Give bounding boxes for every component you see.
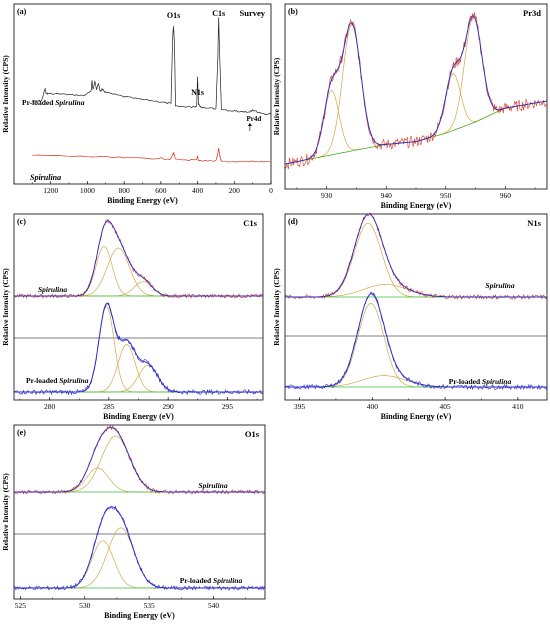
envelope-fit xyxy=(14,302,263,393)
plot-frame xyxy=(13,213,264,401)
envelope-fit xyxy=(284,15,548,165)
x-tick-label: 400 xyxy=(367,402,379,411)
panel-title: Survey xyxy=(240,8,266,18)
label-italic: Spirulina xyxy=(213,576,242,585)
panel-b: 930 940 950 960 (b) Pr3d Binding Energy (eV) Re… xyxy=(272,3,548,210)
peak-label: O1s xyxy=(167,11,180,20)
series-label-spirulina: Spirulina xyxy=(485,281,514,290)
x-tick-label: 405 xyxy=(439,402,451,411)
label-italic: Spirulina xyxy=(30,173,61,182)
arrow-head xyxy=(247,123,252,126)
panel-title: N1s xyxy=(527,218,541,228)
panel-letter: (a) xyxy=(17,7,27,16)
y-axis-label: Relative Intensity (CPS) xyxy=(272,268,281,346)
x-tick-label: 960 xyxy=(500,191,512,200)
survey-trace-spirulina xyxy=(32,148,272,163)
series-label-spirulina: Spirulina xyxy=(38,285,67,294)
panel-letter: (b) xyxy=(288,7,298,16)
label-italic: Spirulina xyxy=(482,377,511,386)
x-tick-label: 930 xyxy=(321,191,333,200)
x-tick-label: 1000 xyxy=(80,186,95,195)
x-tick-label: 800 xyxy=(119,186,131,195)
panel-title: O1s xyxy=(245,429,260,439)
x-tick-label: 290 xyxy=(163,402,175,411)
panel-letter: (e) xyxy=(17,428,26,437)
x-axis-label: Binding Energy (eV) xyxy=(381,201,452,210)
x-axis-label: Binding Energy (eV) xyxy=(104,611,175,620)
label-italic: Spirulina xyxy=(198,481,227,490)
label-plain: Pr-loaded xyxy=(449,377,482,386)
panel-e: 525 530 535 540 (e) O1s Binding Energy (eV) Rel… xyxy=(1,424,266,620)
panel-c: 280 285 290 295 (c) C1s Binding Energy (eV) Rel… xyxy=(1,213,264,421)
survey-trace-pr-loaded xyxy=(32,17,272,116)
x-tick-label: 600 xyxy=(155,186,167,195)
label-italic: Spirulina xyxy=(38,285,67,294)
x-tick-label: 395 xyxy=(294,402,306,411)
raw-data xyxy=(13,425,266,495)
y-axis-label: Relative Intensity (CPS) xyxy=(272,57,281,135)
x-tick-label: 1200 xyxy=(43,186,58,195)
series-label-spirulina: Spirulina xyxy=(198,481,227,490)
label-italic: Spirulina xyxy=(59,376,88,385)
component-peak xyxy=(284,24,548,165)
y-axis-label: Relative Intensity (CPS) xyxy=(1,268,10,346)
plot-frame xyxy=(284,3,548,190)
x-tick-label: 530 xyxy=(79,601,91,610)
y-axis-label: Relative Intensity (CPS) xyxy=(1,55,10,133)
envelope-fit xyxy=(14,220,263,297)
series-label-pr-loaded: Pr-loaded Spirulina xyxy=(22,98,85,107)
raw-data xyxy=(284,291,548,391)
x-tick-label: 0 xyxy=(269,186,273,195)
x-axis-label: Binding Energy (eV) xyxy=(103,412,174,421)
panel-letter: (d) xyxy=(288,217,298,226)
envelope-fit xyxy=(285,293,547,388)
panel-letter: (c) xyxy=(17,217,26,226)
x-tick-label: 285 xyxy=(103,402,115,411)
x-tick-label: 535 xyxy=(144,601,156,610)
label-plain: Pr-loaded xyxy=(26,376,59,385)
panel-d: 395 400 405 410 (d) N1s Binding Energy (eV) Rel… xyxy=(272,212,548,421)
raw-data xyxy=(284,12,548,170)
envelope-fit xyxy=(285,213,547,298)
y-axis-label: Relative Intensity (CPS) xyxy=(1,473,10,551)
series-label-pr-loaded: Pr-loaded Spirulina xyxy=(26,376,89,385)
plot-frame xyxy=(13,424,266,600)
peak-label: C1s xyxy=(212,9,225,18)
panel-title: Pr3d xyxy=(523,8,541,18)
plot-frame xyxy=(284,213,548,401)
x-tick-label: 950 xyxy=(440,191,452,200)
envelope-fit xyxy=(14,506,265,589)
x-tick-label: 200 xyxy=(229,186,241,195)
label-plain: Pr-loaded xyxy=(180,576,213,585)
label-italic: Spirulina xyxy=(485,281,514,290)
x-tick-label: 540 xyxy=(208,601,220,610)
peak-label: Pr4d xyxy=(246,115,261,123)
series-label-pr-loaded: Pr-loaded Spirulina xyxy=(180,576,243,585)
panel-title: C1s xyxy=(243,218,257,228)
x-axis-label: Binding Energy (eV) xyxy=(107,196,178,205)
label-italic: Spirulina xyxy=(55,98,84,107)
label-plain: Pr-loaded xyxy=(22,98,55,107)
x-axis-label: Binding Energy (eV) xyxy=(381,412,452,421)
x-tick-label: 940 xyxy=(381,191,393,200)
series-label-pr-loaded: Pr-loaded Spirulina xyxy=(449,377,512,386)
x-tick-label: 400 xyxy=(192,186,204,195)
component-peak xyxy=(284,90,548,165)
x-tick-label: 280 xyxy=(44,402,56,411)
x-tick-label: 410 xyxy=(512,402,524,411)
raw-data xyxy=(13,218,264,299)
peak-label: N1s xyxy=(191,88,204,97)
panel-a: 1200 1000 800 600 400 200 0 (a) Survey Binding En… xyxy=(1,3,273,205)
x-tick-label: 525 xyxy=(15,601,27,610)
envelope-fit xyxy=(14,427,265,493)
series-label-spirulina: Spirulina xyxy=(30,173,61,182)
x-tick-label: 295 xyxy=(222,402,234,411)
component-peak xyxy=(285,303,547,388)
